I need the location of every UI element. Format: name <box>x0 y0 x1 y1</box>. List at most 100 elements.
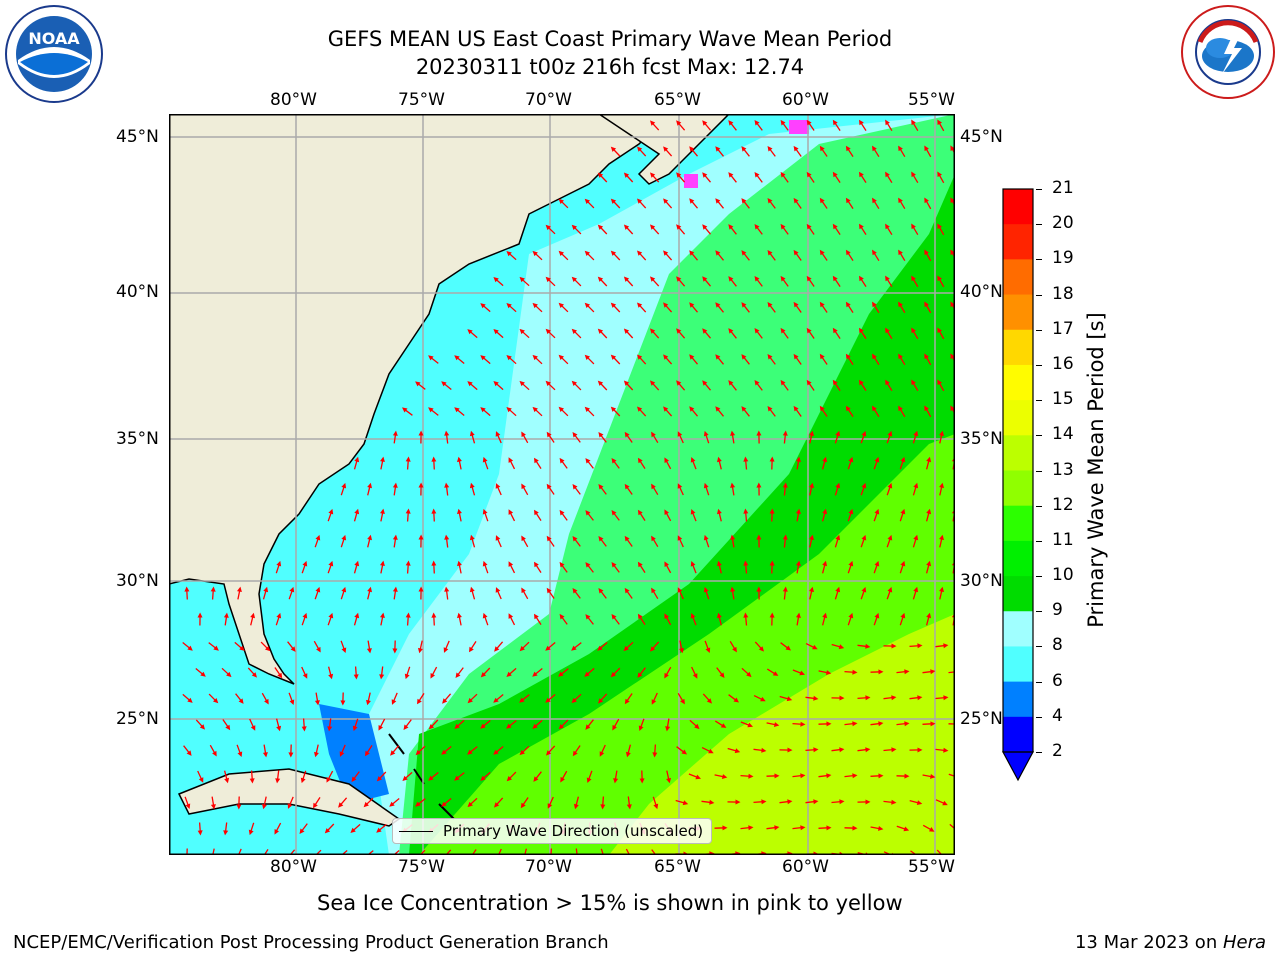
colorbar-tick-label: 19 <box>1052 248 1074 269</box>
wave-arrow-head <box>610 302 617 308</box>
wave-arrow-head <box>832 379 838 386</box>
wave-arrow-head <box>793 197 799 204</box>
wave-arrow-head <box>366 699 371 706</box>
wave-arrow-head <box>571 328 577 334</box>
wave-arrow-head <box>937 171 942 177</box>
wave-arrow-head <box>898 353 903 360</box>
wave-arrow-head <box>428 775 434 781</box>
wave-arrow-head <box>782 534 788 540</box>
wave-arrow-head <box>885 223 890 230</box>
wave-arrow-head <box>706 698 712 704</box>
wave-arrow-head <box>772 671 779 676</box>
wave-arrow-head <box>250 612 255 619</box>
lon-label-bottom: 65°W <box>654 857 701 877</box>
wave-arrow-head <box>519 328 525 335</box>
wave-arrow-head <box>664 457 669 463</box>
wave-arrow-head <box>415 381 421 387</box>
wave-arrow-head <box>532 723 538 729</box>
wave-arrow-head <box>379 674 385 680</box>
wave-arrow-head <box>223 830 229 836</box>
wave-arrow-head <box>506 723 512 729</box>
wave-arrow-head <box>937 379 942 385</box>
wave-arrow-head <box>444 430 450 436</box>
wave-arrow-head <box>741 354 747 360</box>
wave-arrow-head <box>428 355 434 361</box>
wave-arrow-head <box>717 508 722 515</box>
wave-arrow-head <box>872 301 877 308</box>
wave-arrow-head <box>623 172 630 178</box>
wave-arrow-head <box>506 355 512 361</box>
wave-arrow-head <box>650 276 656 282</box>
wave-arrow-head <box>689 406 695 412</box>
wave-arrow-head <box>545 645 551 651</box>
wave-arrow-head <box>852 825 858 831</box>
colorbar-cell <box>1003 716 1033 753</box>
wave-arrow-head <box>865 695 871 701</box>
wave-arrow-head <box>680 698 685 705</box>
wave-arrow-head <box>457 612 462 619</box>
wave-arrow-head <box>859 275 864 282</box>
wave-arrow-head <box>904 773 910 779</box>
wave-arrow-head <box>482 456 488 463</box>
wave-arrow-head <box>937 275 942 281</box>
wave-arrow-head <box>822 560 828 567</box>
lon-label-bottom: 75°W <box>398 857 445 877</box>
wave-arrow-head <box>314 700 320 706</box>
wave-arrow-head <box>611 458 617 464</box>
wave-arrow-head <box>454 723 460 729</box>
wave-arrow-head <box>861 430 867 437</box>
wave-arrow-head <box>495 483 501 489</box>
wave-arrow-head <box>519 697 525 703</box>
wave-arrow-head <box>913 482 919 489</box>
wave-arrow-head <box>534 561 539 568</box>
wave-arrow-head <box>663 146 669 152</box>
wave-arrow-head <box>380 560 385 566</box>
wave-arrow-head <box>560 776 565 783</box>
wave-arrow-head <box>613 778 619 784</box>
wave-arrow-head <box>313 802 318 809</box>
wave-arrow-head <box>741 406 747 412</box>
wave-arrow-head <box>852 721 858 727</box>
wave-arrow-head <box>663 406 669 412</box>
wave-arrow-head <box>626 804 632 810</box>
wave-arrow-head <box>664 561 669 567</box>
wave-arrow-head <box>835 586 841 593</box>
wave-arrow-head <box>405 456 411 462</box>
colorbar-tick-label: 17 <box>1052 318 1074 339</box>
wave-arrow-head <box>506 251 512 257</box>
wave-arrow-head <box>597 328 604 334</box>
wave-arrow-head <box>809 586 814 593</box>
wave-arrow-head <box>754 224 760 230</box>
wave-arrow-head <box>754 120 760 126</box>
wave-arrow-head <box>825 670 832 675</box>
wave-arrow-head <box>787 747 793 753</box>
colorbar-tick-label: 9 <box>1052 600 1063 621</box>
wave-arrow-head <box>521 483 526 490</box>
nws-logo <box>1181 5 1275 99</box>
wave-arrow-head <box>585 562 591 568</box>
wave-arrow-head <box>598 588 604 594</box>
wave-arrow-head <box>521 431 526 438</box>
wave-arrow-head <box>637 613 643 620</box>
wave-arrow-head <box>418 586 424 592</box>
wave-arrow-head <box>650 120 656 126</box>
wave-arrow-head <box>689 198 695 204</box>
wave-arrow-head <box>237 586 242 592</box>
wave-arrow-head <box>780 275 786 282</box>
colorbar-tick <box>1036 576 1042 578</box>
wave-arrow-head <box>911 379 916 386</box>
land-cuba <box>177 768 401 827</box>
wave-arrow-head <box>785 645 791 651</box>
colorbar-tick-label: 15 <box>1052 389 1074 410</box>
wave-arrow-head <box>747 722 753 728</box>
wave-arrow-head <box>623 276 630 282</box>
wave-arrow-head <box>637 406 643 412</box>
wave-arrow-head <box>943 695 949 701</box>
wave-arrow-head <box>898 249 903 256</box>
wave-arrow-head <box>859 171 864 178</box>
colorbar-tick <box>1036 435 1042 437</box>
wave-arrow-head <box>262 752 268 758</box>
wave-arrow-head <box>506 407 512 413</box>
wave-arrow-head <box>493 329 499 335</box>
wave-arrow-head <box>392 586 398 592</box>
